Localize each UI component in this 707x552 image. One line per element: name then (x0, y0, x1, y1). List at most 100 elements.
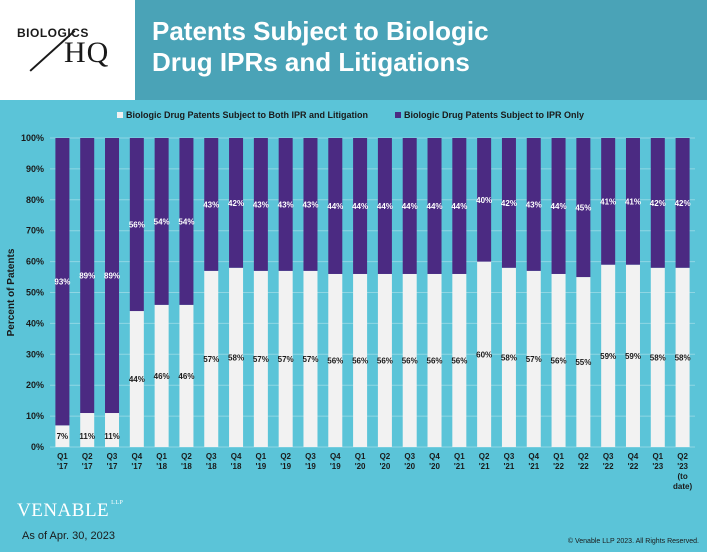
venable-llp: LLP (111, 500, 124, 506)
data-label-both: 60% (476, 350, 492, 359)
data-label-both: 46% (178, 372, 194, 381)
x-tick-label: Q3 (404, 452, 415, 461)
data-label-ipr-only: 42% (650, 199, 666, 208)
venable-logo: VENABLE LLP (17, 500, 123, 522)
data-label-ipr-only: 44% (402, 202, 418, 211)
x-tick-label: '22 (553, 462, 564, 471)
bar-both (229, 267, 244, 447)
bar-ipr-only (526, 138, 541, 271)
x-tick-label: '20 (404, 462, 415, 471)
bar-both (675, 267, 690, 447)
y-tick-label: 30% (26, 349, 44, 359)
bar-ipr-only (154, 138, 169, 305)
x-tick-label: '19 (280, 462, 291, 471)
x-tick-label: '20 (355, 462, 366, 471)
data-label-both: 59% (625, 352, 641, 361)
legend-swatch-ipr-only (395, 112, 401, 118)
bar-both (427, 273, 442, 447)
data-label-ipr-only: 44% (551, 202, 567, 211)
as-of-date: As of Apr. 30, 2023 (22, 530, 115, 542)
legend-label-both: Biologic Drug Patents Subject to Both IP… (126, 110, 368, 120)
bar-ipr-only (353, 138, 368, 274)
x-tick-label: Q4 (131, 452, 142, 461)
data-label-both: 56% (352, 356, 368, 365)
data-label-ipr-only: 43% (253, 200, 269, 209)
x-tick-label: Q3 (107, 452, 118, 461)
x-tick-label: '21 (528, 462, 539, 471)
x-tick-label: '19 (305, 462, 316, 471)
x-tick-label: Q2 (677, 452, 688, 461)
data-label-both: 46% (154, 372, 170, 381)
x-tick-label: Q4 (628, 452, 639, 461)
bar-both (650, 267, 665, 447)
x-tick-label: '22 (603, 462, 614, 471)
x-tick-label: Q1 (57, 452, 68, 461)
y-axis-label: Percent of Patents (6, 248, 17, 336)
data-label-both: 57% (526, 355, 542, 364)
x-tick-label: Q2 (578, 452, 589, 461)
data-label-ipr-only: 43% (278, 200, 294, 209)
data-label-both: 58% (228, 353, 244, 362)
x-tick-label: Q4 (528, 452, 539, 461)
data-label-both: 11% (79, 432, 95, 441)
data-label-both: 59% (600, 352, 616, 361)
bar-both (477, 261, 492, 447)
y-tick-label: 0% (31, 442, 44, 452)
bar-both (55, 425, 70, 447)
data-label-both: 58% (675, 353, 691, 362)
y-tick-label: 70% (26, 226, 44, 236)
y-tick-label: 100% (21, 133, 44, 143)
data-label-both: 56% (551, 356, 567, 365)
legend-label-ipr-only: Biologic Drug Patents Subject to IPR Onl… (404, 110, 584, 120)
x-tick-label: Q4 (330, 452, 341, 461)
x-tick-label: '17 (82, 462, 93, 471)
data-label-both: 58% (650, 353, 666, 362)
x-tick-label: '19 (330, 462, 341, 471)
x-tick-label: Q1 (156, 452, 167, 461)
data-label-both: 57% (278, 355, 294, 364)
data-label-ipr-only: 44% (377, 202, 393, 211)
x-tick-label: '18 (156, 462, 167, 471)
data-label-ipr-only: 43% (302, 200, 318, 209)
title-line-2: Drug IPRs and Litigations (152, 47, 470, 77)
data-label-ipr-only: 89% (79, 272, 95, 281)
bar-both (278, 270, 293, 447)
y-tick-label: 10% (26, 411, 44, 421)
x-tick-label: '22 (628, 462, 639, 471)
x-tick-label: '20 (429, 462, 440, 471)
x-tick-label: (to (677, 472, 687, 481)
x-tick-label: Q2 (82, 452, 93, 461)
bar-both (452, 273, 467, 447)
y-tick-label: 90% (26, 164, 44, 174)
bar-both (402, 273, 417, 447)
y-tick-label: 50% (26, 288, 44, 298)
bar-both (625, 264, 640, 447)
bar-ipr-only (55, 138, 70, 426)
x-tick-label: '19 (255, 462, 266, 471)
copyright-notice: © Venable LLP 2023. All Rights Reserved. (567, 538, 699, 545)
bar-ipr-only (204, 138, 219, 271)
data-label-ipr-only: 41% (600, 197, 616, 206)
data-label-ipr-only: 44% (352, 202, 368, 211)
x-tick-label: '21 (454, 462, 465, 471)
bar-both (601, 264, 616, 447)
x-tick-label: '23 (677, 462, 688, 471)
data-label-both: 57% (302, 355, 318, 364)
x-tick-label: Q4 (429, 452, 440, 461)
x-tick-label: Q1 (454, 452, 465, 461)
x-tick-label: Q3 (603, 452, 614, 461)
x-tick-label: Q4 (231, 452, 242, 461)
page-title: Patents Subject to Biologic Drug IPRs an… (152, 16, 692, 78)
data-label-both: 44% (129, 375, 145, 384)
bar-ipr-only (601, 138, 616, 265)
data-label-ipr-only: 40% (476, 196, 492, 205)
x-tick-label: Q1 (652, 452, 663, 461)
bar-ipr-only (625, 138, 640, 265)
x-tick-label: Q1 (553, 452, 564, 461)
y-tick-label: 20% (26, 380, 44, 390)
bar-ipr-only (452, 138, 467, 274)
data-label-both: 7% (57, 432, 69, 441)
legend-swatch-both (117, 112, 123, 118)
data-label-ipr-only: 54% (178, 217, 194, 226)
